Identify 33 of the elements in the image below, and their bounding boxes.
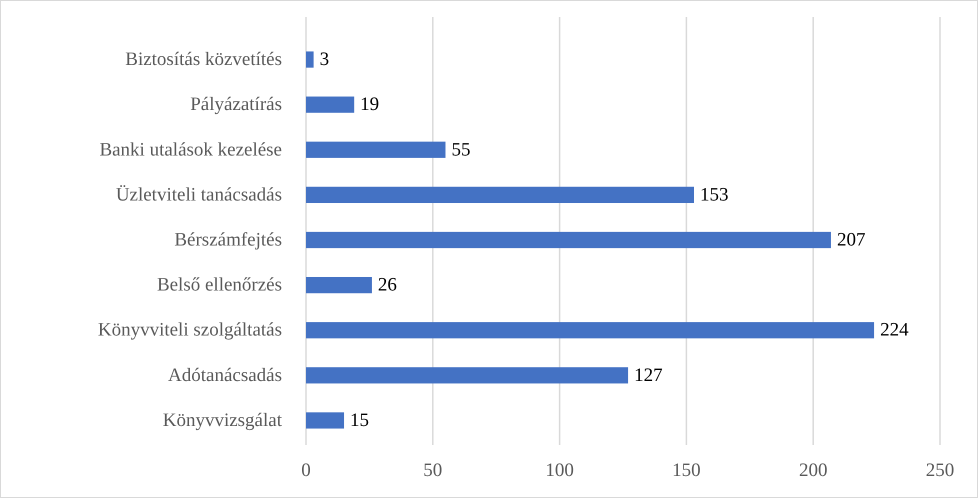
bar <box>306 322 874 338</box>
data-label: 224 <box>880 320 910 341</box>
bar <box>306 232 831 248</box>
data-label: 26 <box>378 274 397 296</box>
y-tick-label: Bérszámfejtés <box>174 230 282 250</box>
bar <box>306 142 446 158</box>
data-label: 127 <box>634 364 663 386</box>
bar <box>306 51 314 68</box>
data-label: 3 <box>320 49 330 70</box>
x-tick-label: 0 <box>301 460 311 481</box>
data-label: 15 <box>350 410 370 431</box>
bar <box>306 367 628 384</box>
bar <box>306 276 372 294</box>
bar <box>306 96 354 113</box>
data-label: 153 <box>700 184 729 206</box>
x-tick-label: 50 <box>423 460 442 481</box>
x-tick-label: 250 <box>926 460 954 481</box>
bar <box>306 186 694 204</box>
x-tick-label: 100 <box>545 460 574 481</box>
bar <box>306 412 344 429</box>
y-tick-label: Banki utalások kezelése <box>99 139 282 160</box>
y-tick-label: Biztosítás közvetítés <box>125 49 282 70</box>
y-tick-label: Belső ellenőrzés <box>156 274 282 296</box>
y-tick-label: Könyvviteli szolgáltatás <box>98 320 282 341</box>
data-label: 55 <box>451 139 470 160</box>
x-tick-label: 200 <box>798 460 828 481</box>
x-tick-label: 150 <box>672 460 701 481</box>
data-label: 19 <box>360 94 380 116</box>
y-tick-label: Adótanácsadás <box>168 364 282 386</box>
data-label: 207 <box>836 230 866 250</box>
y-tick-label: Üzletviteli tanácsadás <box>116 184 282 206</box>
y-tick-label: Könyvvizsgálat <box>162 410 283 431</box>
y-tick-label: Pályázatírás <box>190 94 282 116</box>
